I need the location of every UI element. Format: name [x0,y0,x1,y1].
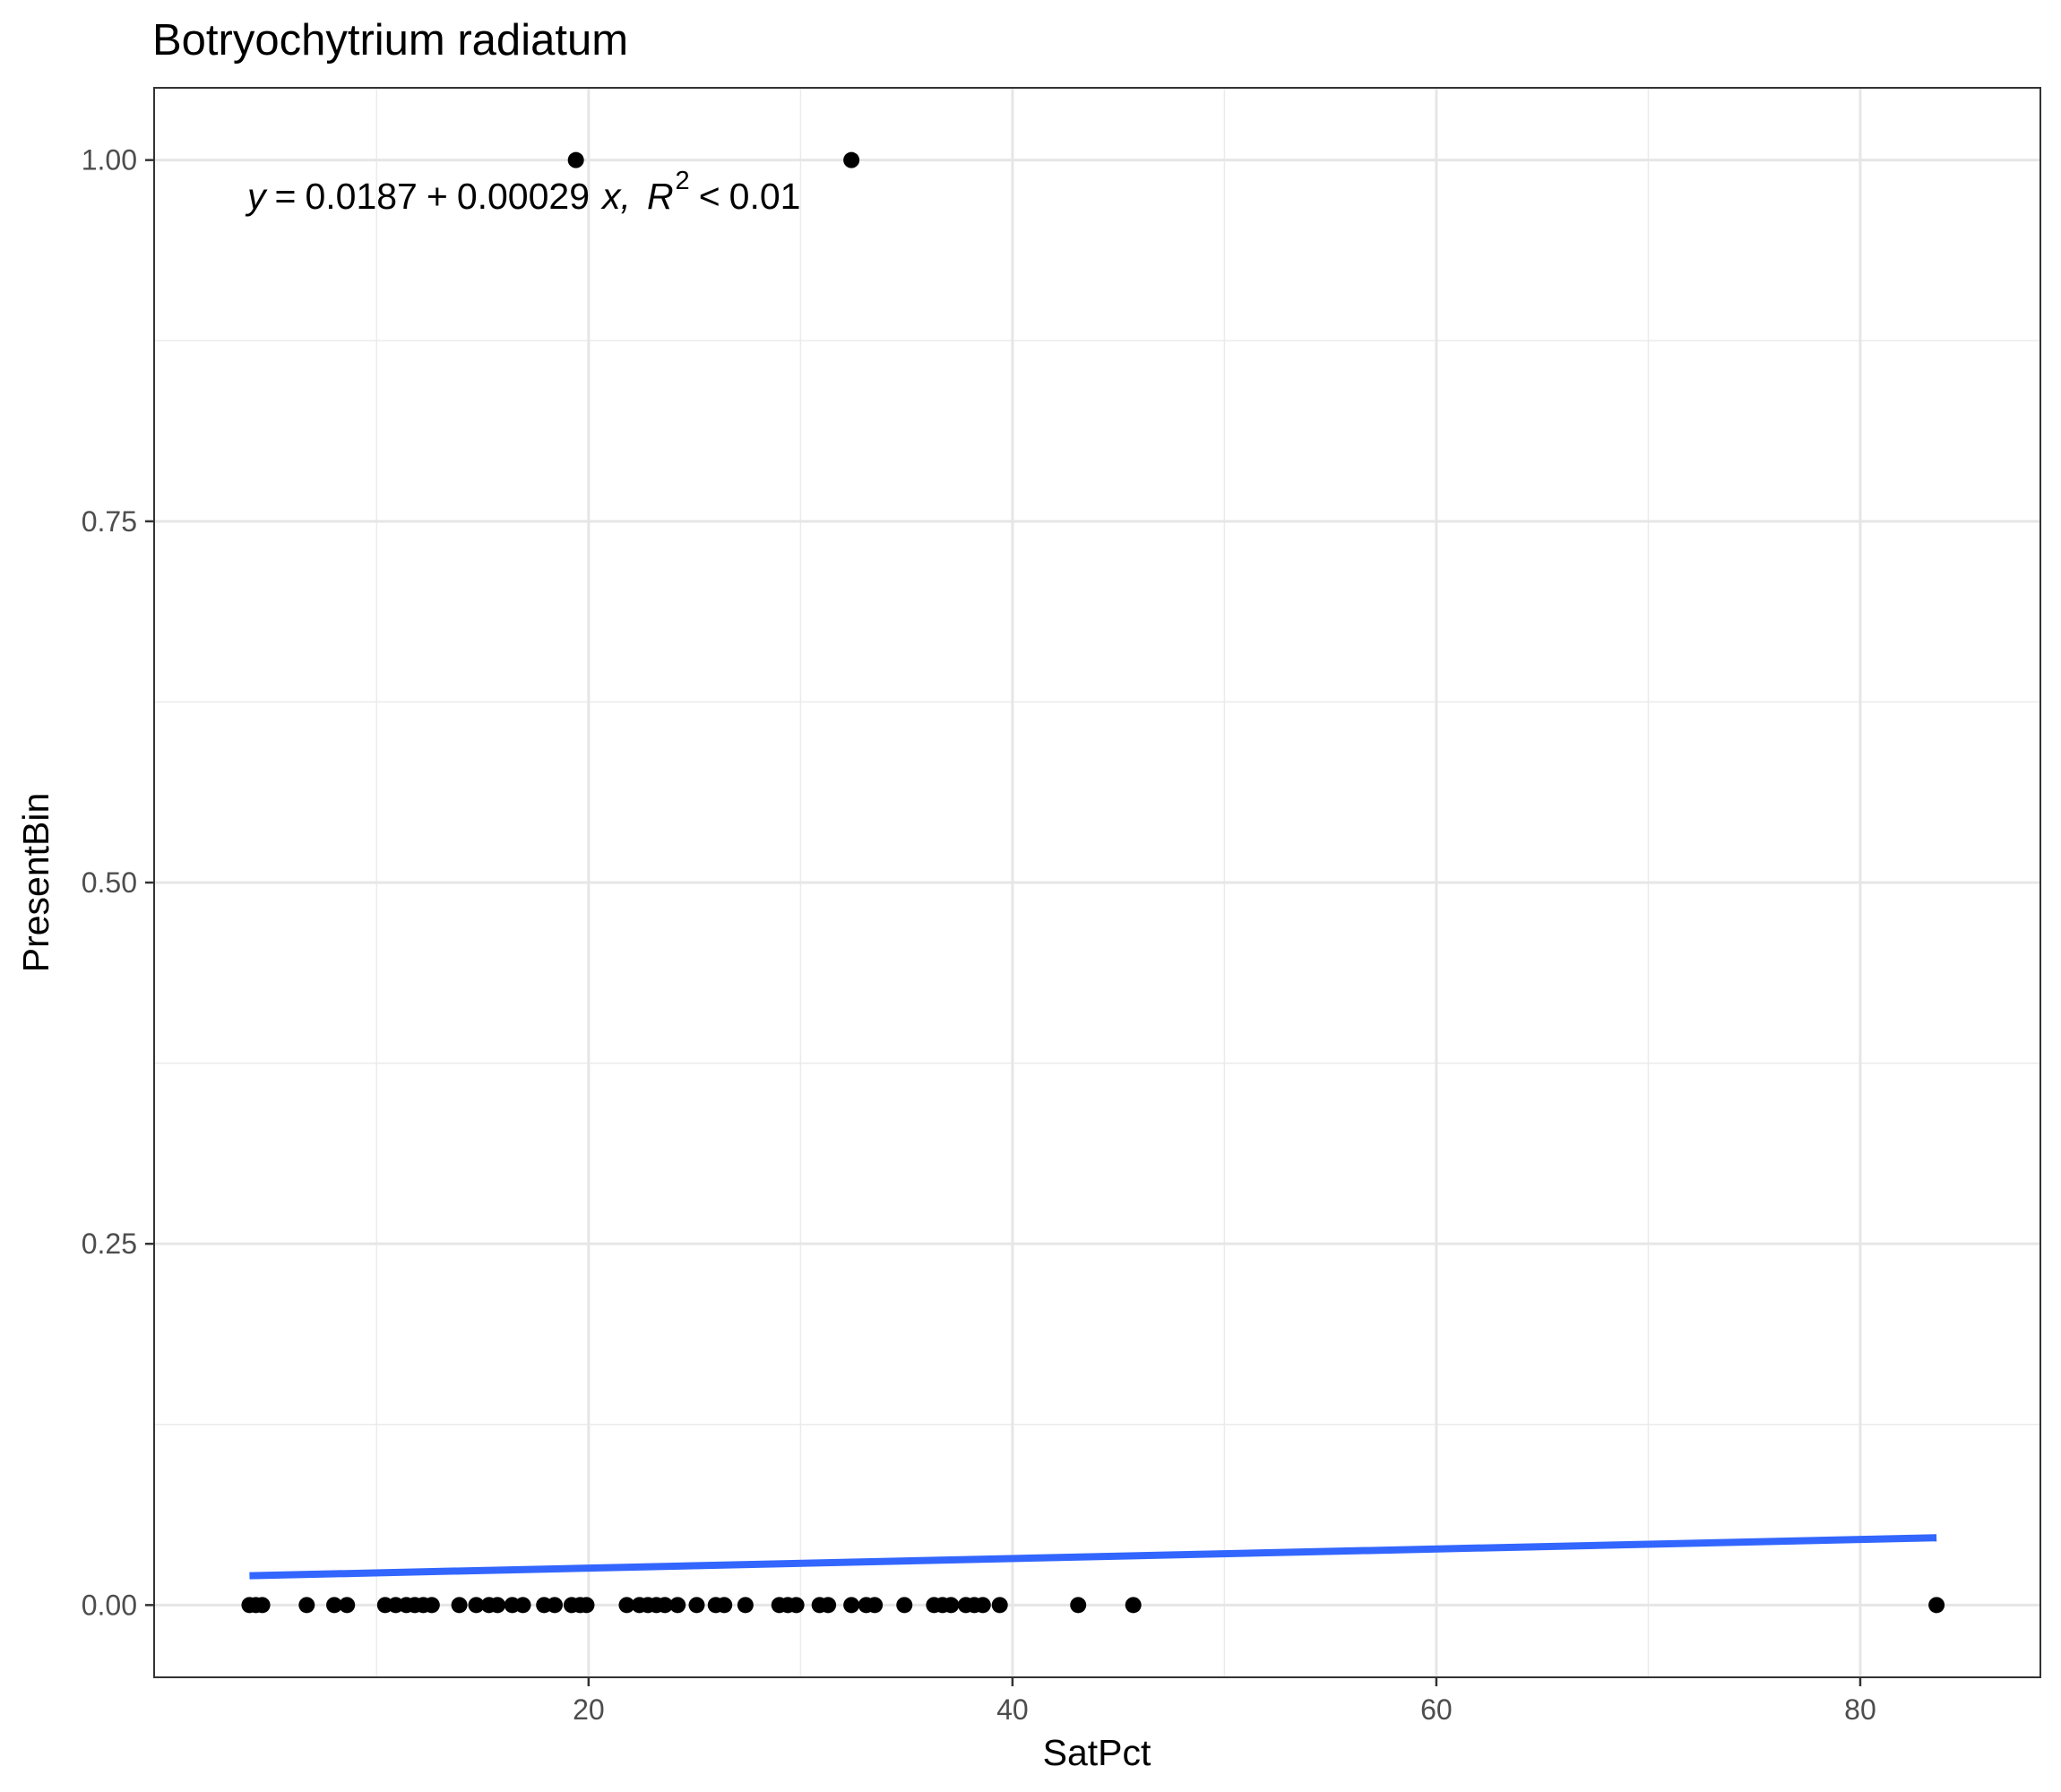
data-point [991,1597,1008,1614]
eq-plus: + [427,176,448,217]
data-point [489,1597,506,1614]
data-point [843,151,860,168]
data-point [788,1597,805,1614]
y-tick-label: 0.50 [82,866,137,899]
y-tick-label: 0.00 [82,1589,137,1621]
data-point [514,1597,531,1614]
data-point [451,1597,468,1614]
eq-less-than: < [699,176,720,217]
regression-line [249,1534,1937,1580]
x-tick-label: 80 [1844,1693,1876,1726]
data-point [618,1597,635,1614]
data-point [737,1597,754,1614]
data-point [1125,1597,1142,1614]
data-point [974,1597,991,1614]
data-point [1928,1597,1945,1614]
y-tick-label: 1.00 [82,144,137,177]
data-point [339,1597,356,1614]
data-point [688,1597,705,1614]
y-axis: 0.00 0.25 0.50 0.75 1.00 [82,144,154,1621]
chart-title: Botryochytrium radiatum [152,16,628,65]
regression-equation: y = 0.0187 +0.00029 x, R2 <0.01 [245,167,800,217]
data-point [867,1597,884,1614]
y-axis-title: PresentBin [15,793,56,973]
eq-x-var: x, [600,176,631,217]
x-axis: 20 40 60 80 [573,1677,1876,1726]
points-layer [241,151,1945,1614]
x-tick-label: 20 [573,1693,605,1726]
data-point [1070,1597,1087,1614]
eq-equals: = [275,176,297,217]
data-point [578,1597,595,1614]
eq-y-var: y [245,176,268,217]
eq-intercept: 0.0187 [305,176,417,217]
x-tick-label: 60 [1420,1693,1453,1726]
eq-slope: 0.00029 [457,176,590,217]
eq-r-value: 0.01 [729,176,801,217]
data-point [423,1597,440,1614]
x-tick-label: 40 [996,1693,1029,1726]
y-tick-label: 0.75 [82,505,137,538]
data-point [843,1597,860,1614]
data-point [820,1597,837,1614]
eq-r-var: R [647,176,674,217]
data-point [468,1597,485,1614]
data-point [326,1597,343,1614]
data-point [716,1597,733,1614]
data-point [896,1597,913,1614]
data-point [254,1597,271,1614]
data-point [657,1597,674,1614]
x-axis-title: SatPct [1043,1732,1151,1773]
eq-r-exponent: 2 [676,167,690,195]
data-point [669,1597,686,1614]
data-point [547,1597,564,1614]
data-point [298,1597,315,1614]
y-tick-label: 0.25 [82,1228,137,1260]
data-point [567,151,584,168]
data-point [943,1597,960,1614]
